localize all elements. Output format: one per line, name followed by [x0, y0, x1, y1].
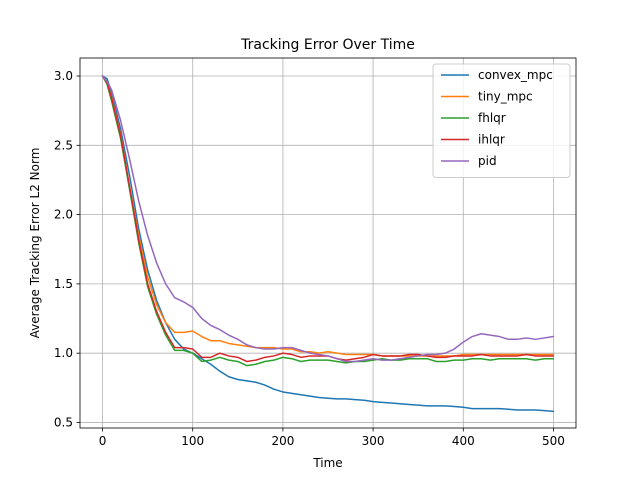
- series-line-pid: [101, 75, 555, 363]
- y-tick-label: 1.0: [54, 346, 73, 360]
- y-axis-label: Average Tracking Error L2 Norm: [28, 148, 42, 339]
- legend-label-ihlqr: ihlqr: [478, 133, 505, 147]
- y-tick-label: 2.0: [54, 208, 73, 222]
- x-tick-label: 500: [542, 434, 565, 448]
- legend-label-tiny-mpc: tiny_mpc: [478, 90, 533, 104]
- y-tick-label: 0.5: [54, 415, 73, 429]
- chart-title: Tracking Error Over Time: [240, 37, 415, 53]
- x-tick-label: 200: [271, 434, 294, 448]
- x-tick-label: 400: [452, 434, 475, 448]
- x-tick-label: 0: [99, 434, 107, 448]
- legend-label-pid: pid: [478, 154, 497, 168]
- legend-label-fhlqr: fhlqr: [478, 111, 506, 125]
- plot-frame: [79, 57, 577, 429]
- legend-label-convex-mpc: convex_mpc: [478, 68, 553, 82]
- series-line-convex-mpc: [101, 75, 555, 413]
- y-tick-label: 3.0: [54, 69, 73, 83]
- x-tick-label: 100: [181, 434, 204, 448]
- y-tick-label: 1.5: [54, 277, 73, 291]
- x-tick-label: 300: [362, 434, 385, 448]
- y-tick-label: 2.5: [54, 138, 73, 152]
- series-lines: [101, 75, 555, 413]
- series-line-fhlqr: [101, 75, 555, 367]
- legend-box: [432, 63, 571, 178]
- x-axis-label: Time: [312, 456, 342, 470]
- axis-ticks: 0 100 200 300 400 500 0.5 1.0 1.5 2.0 2.5 3.0: [54, 69, 565, 448]
